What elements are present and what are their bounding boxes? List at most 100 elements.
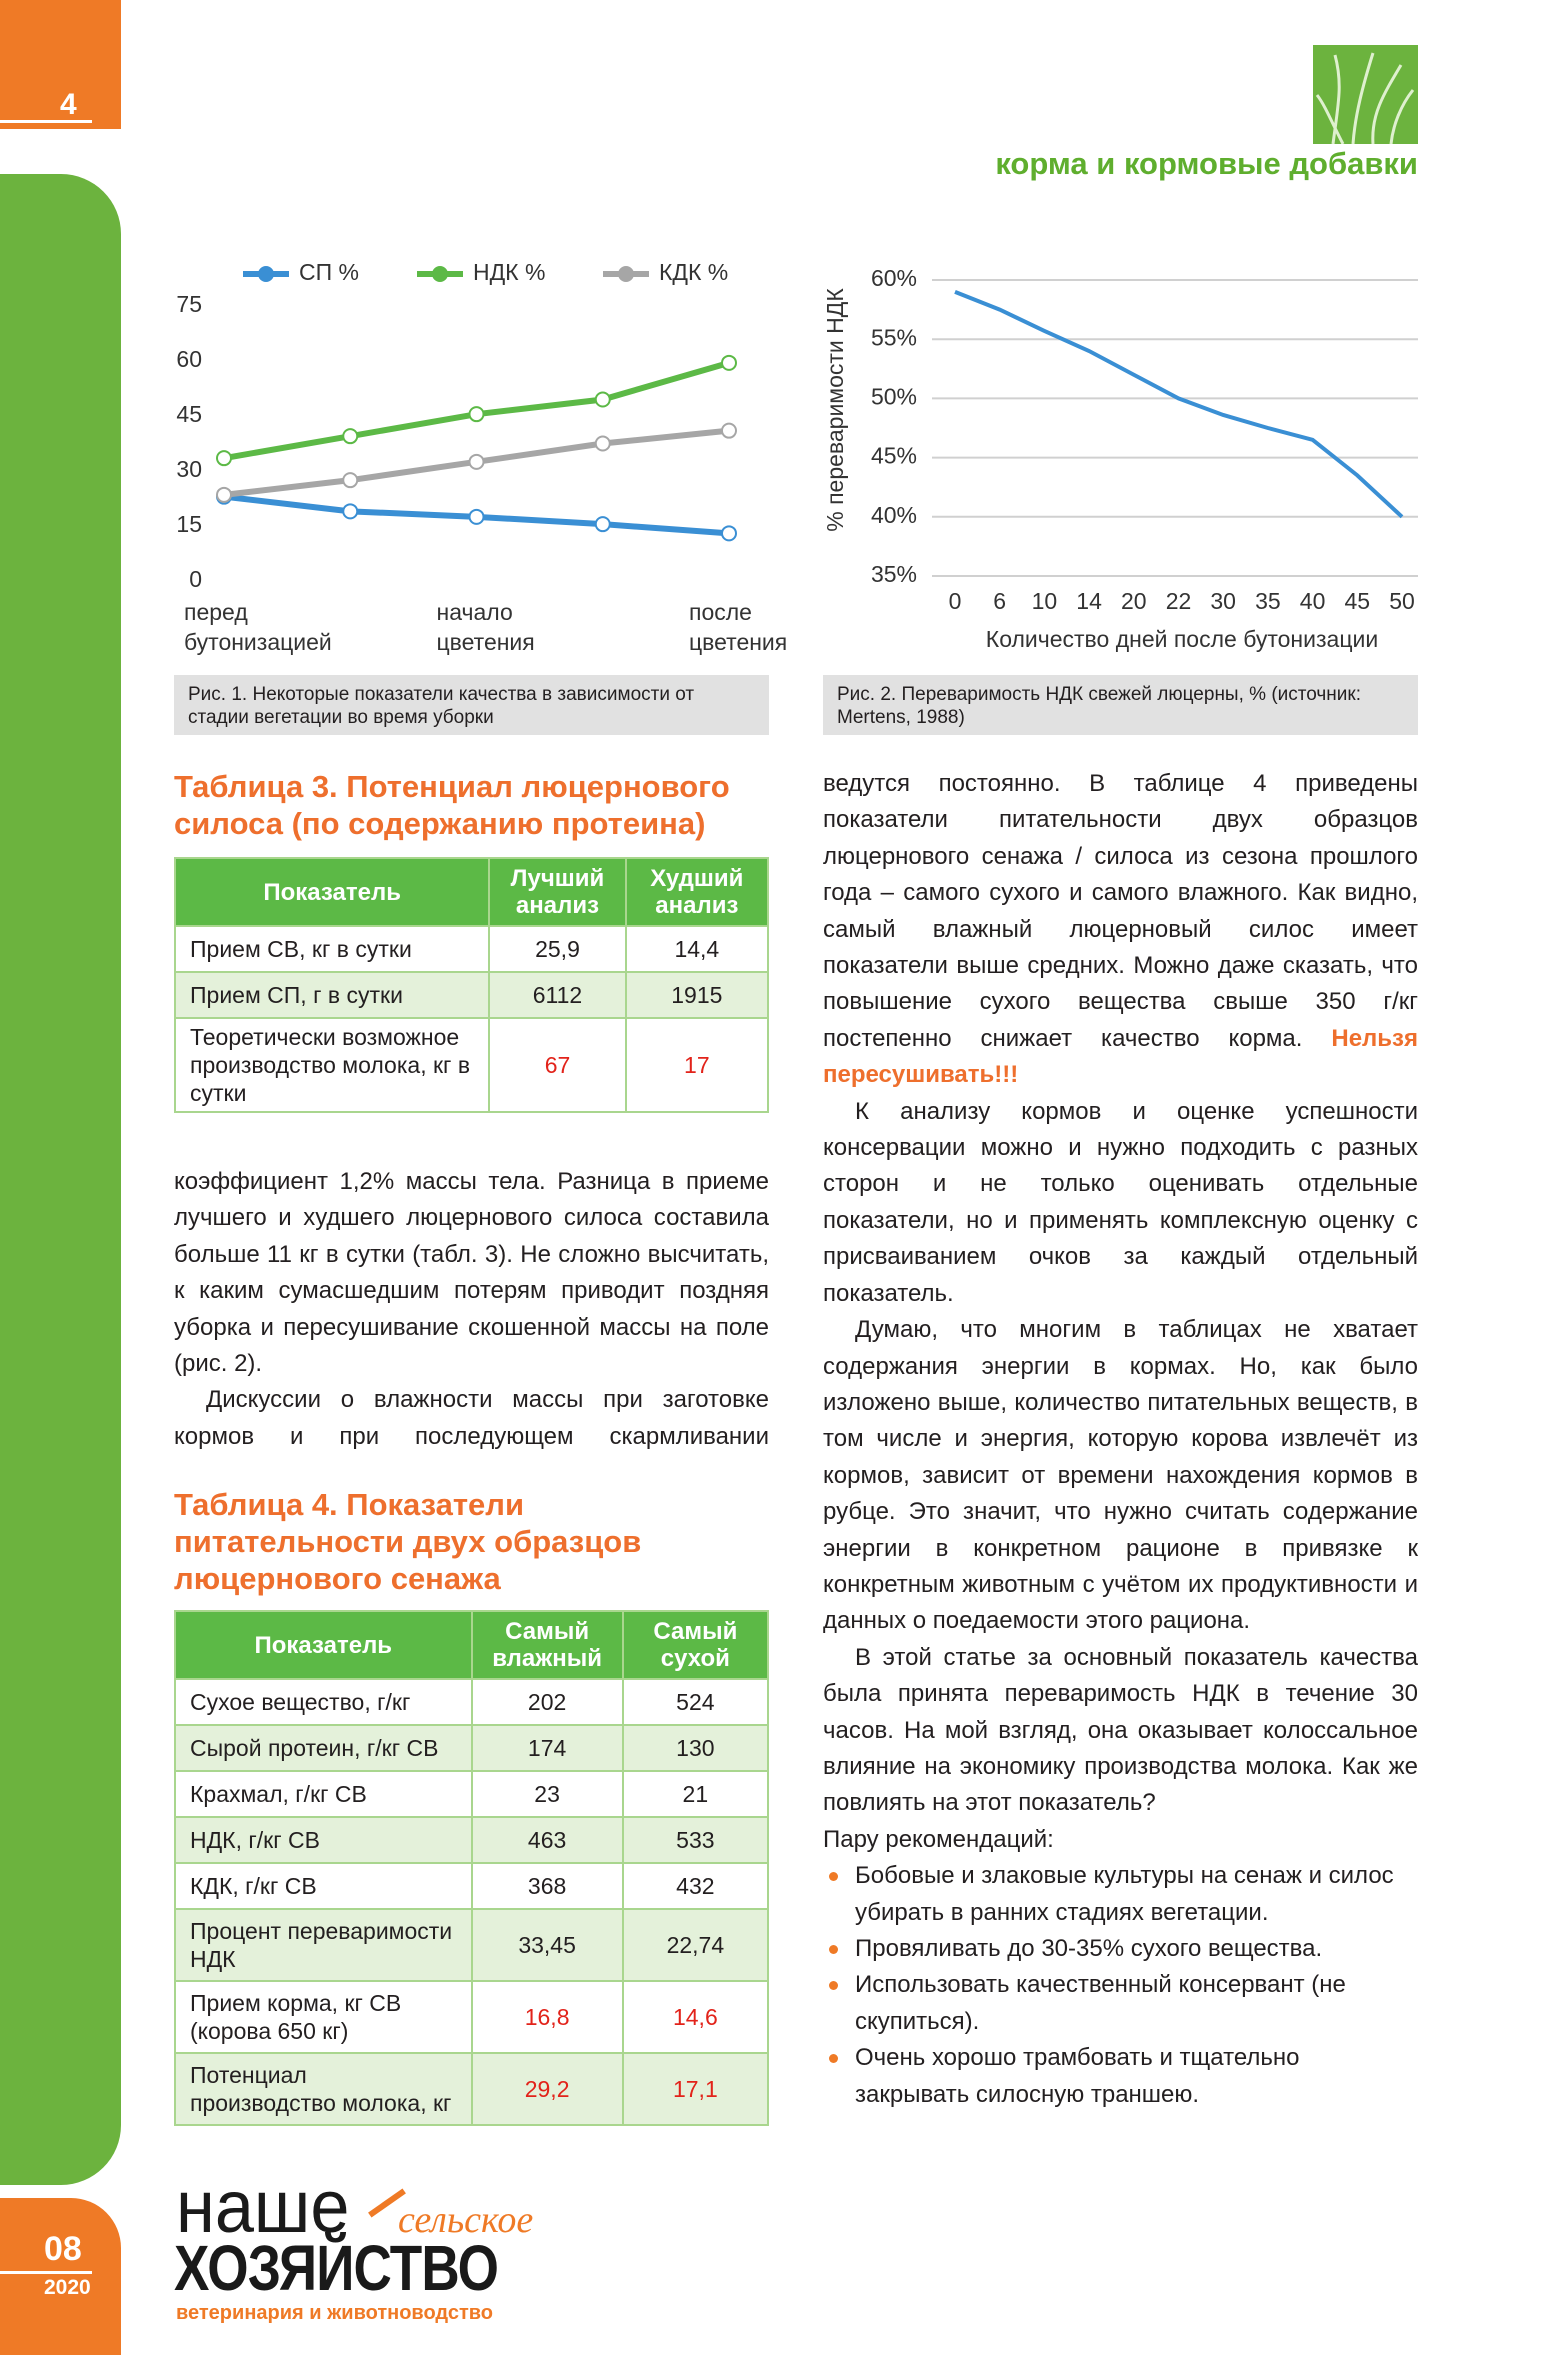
x-axis-title: Количество дней после бутонизации: [986, 626, 1378, 652]
table-cell: НДК, г/кг СВ: [174, 1816, 473, 1864]
y-tick-label: 15: [176, 511, 202, 537]
header-cell: Самый сухой: [621, 1610, 770, 1680]
point: [721, 354, 737, 371]
legend-marker: [258, 266, 274, 282]
table-cell: 533: [621, 1816, 770, 1864]
legend-label: СП %: [299, 259, 359, 285]
x-tick-label: 14: [1076, 588, 1102, 614]
point: [216, 488, 232, 505]
table-cell: 524: [621, 1678, 770, 1726]
y-tick-label: 50%: [871, 383, 917, 409]
paragraph: ведутся постоянно. В таблице 4 приведены…: [823, 766, 1418, 1094]
y-tick-label: 45%: [871, 443, 917, 469]
y-tick-label: 75: [176, 291, 202, 317]
series-line: [223, 427, 730, 498]
header-cell: Показатель: [173, 857, 491, 927]
x-tick-label: 35: [1255, 588, 1281, 614]
table-cell: Прием СП, г в сутки: [173, 971, 491, 1019]
x-tick-label: 40: [1300, 588, 1326, 614]
bullet: Очень хорошо трамбовать и тщательно закр…: [823, 2040, 1418, 2113]
icon-box: [1313, 45, 1418, 144]
issue-rule: [0, 2271, 92, 2274]
table-cell: 432: [621, 1862, 770, 1910]
paragraph: К анализу кормов и оценке успешности кон…: [823, 1097, 1418, 1307]
x-tick-label: 22: [1166, 588, 1192, 614]
bullet: Провяливать до 30-35% сухого вещества.: [823, 1931, 1418, 1967]
header-cell: Самый влажный: [470, 1610, 624, 1680]
y-tick-label: 55%: [871, 324, 917, 350]
point: [721, 422, 737, 439]
table-cell: 23: [470, 1770, 624, 1818]
side-band: [0, 174, 121, 2185]
x-tick-label: 6: [993, 588, 1006, 614]
table-cell: Прием СВ, кг в сутки: [173, 925, 491, 973]
y-tick-label: 45: [176, 401, 202, 427]
y-tick-label: 30: [176, 456, 202, 482]
icon-grass: [1315, 52, 1415, 144]
point: [468, 453, 485, 470]
top-tab: [0, 0, 121, 129]
logo-script: сельское: [398, 2199, 534, 2241]
table-cell: 6112: [488, 971, 627, 1019]
table-cell: 463: [470, 1816, 624, 1864]
point: [594, 391, 611, 408]
paragraph: Думаю, что многим в таблицах не хватает …: [823, 1316, 1418, 1635]
table-row: Процент переваримости НДК 33,45 22,74: [174, 1908, 770, 1982]
header-cell: Худший анализ: [624, 857, 770, 927]
table-cell: Теоретически возможное производство моло…: [173, 1017, 491, 1113]
issue-year: 2020: [44, 2276, 91, 2299]
figure-caption: Рис. 2. Переваримость НДК свежей люцерны…: [823, 675, 1418, 735]
series-line: [223, 359, 730, 462]
point: [216, 486, 232, 503]
series-line: [223, 493, 730, 537]
table-row: НДК, г/кг СВ 463 533: [174, 1816, 770, 1864]
x-tick-label: перед бутонизацией: [184, 599, 332, 655]
table-cell: 14,6: [621, 1980, 770, 2054]
table-cell: 33,45: [470, 1908, 624, 1982]
header-row: Показатель Самый влажный Самый сухой: [174, 1610, 770, 1680]
logo-tagline: ветеринария и животноводство: [176, 2302, 494, 2324]
table-cell: Сухое вещество, г/кг: [174, 1678, 473, 1726]
legend-marker: [618, 266, 634, 282]
table: Показатель Самый влажный Самый сухой Сухое …: [174, 1610, 770, 2126]
table-row: Теоретически возможное производство моло…: [173, 1017, 770, 1113]
table-row: Прием СП, г в сутки 6112 1915: [173, 971, 770, 1019]
page-number: 4: [60, 88, 77, 121]
point: [468, 406, 485, 423]
point: [594, 435, 611, 452]
x-tick-label: 0: [949, 588, 962, 614]
table-cell: 25,9: [488, 925, 627, 973]
table-row: Сухое вещество, г/кг 202 524: [174, 1678, 770, 1726]
table-row: Прием корма, кг СВ (корова 650 кг) 16,8 14…: [174, 1980, 770, 2054]
series-line: [954, 289, 1404, 519]
x-tick-label: начало цветения: [436, 599, 535, 655]
header-cell: Показатель: [174, 1610, 473, 1680]
table-cell: Прием корма, кг СВ (корова 650 кг): [174, 1980, 473, 2054]
table-row: Прием СВ, кг в сутки 25,9 14,4: [173, 925, 770, 973]
table-cell: 17,1: [621, 2052, 770, 2126]
y-tick-label: 40%: [871, 502, 917, 528]
table-cell: 22,74: [621, 1908, 770, 1982]
x-tick-label: после цветения: [689, 599, 788, 655]
bullet: Использовать качественный консервант (не…: [823, 1967, 1418, 2040]
logo-top: наше: [176, 2165, 350, 2248]
point: [216, 450, 232, 467]
emphasis: Нельзя пересушивать!!!: [823, 1024, 1418, 1089]
y-tick-label: 60%: [871, 265, 917, 291]
y-tick-label: 60: [176, 346, 202, 372]
table-cell: КДК, г/кг СВ: [174, 1862, 473, 1910]
x-tick-label: 45: [1345, 588, 1371, 614]
legend-label: КДК %: [659, 259, 728, 285]
table-cell: 1915: [624, 971, 770, 1019]
table-row: КДК, г/кг СВ 368 432: [174, 1862, 770, 1910]
bottom-tab: [0, 2198, 121, 2355]
bullet: Бобовые и злаковые культуры на сенаж и с…: [823, 1858, 1418, 1931]
table-cell: Крахмал, г/кг СВ: [174, 1770, 473, 1818]
figure-caption: Рис. 1. Некоторые показатели качества в …: [174, 675, 769, 735]
bullet-list: Бобовые и злаковые культуры на сенаж и с…: [823, 1858, 1418, 2113]
section-title: корма и кормовые добавки: [995, 146, 1418, 181]
table-4: Показатель Самый влажный Самый сухой Сухое …: [174, 1610, 770, 2126]
table-cell: 130: [621, 1724, 770, 1772]
tab-rule: [0, 120, 92, 123]
